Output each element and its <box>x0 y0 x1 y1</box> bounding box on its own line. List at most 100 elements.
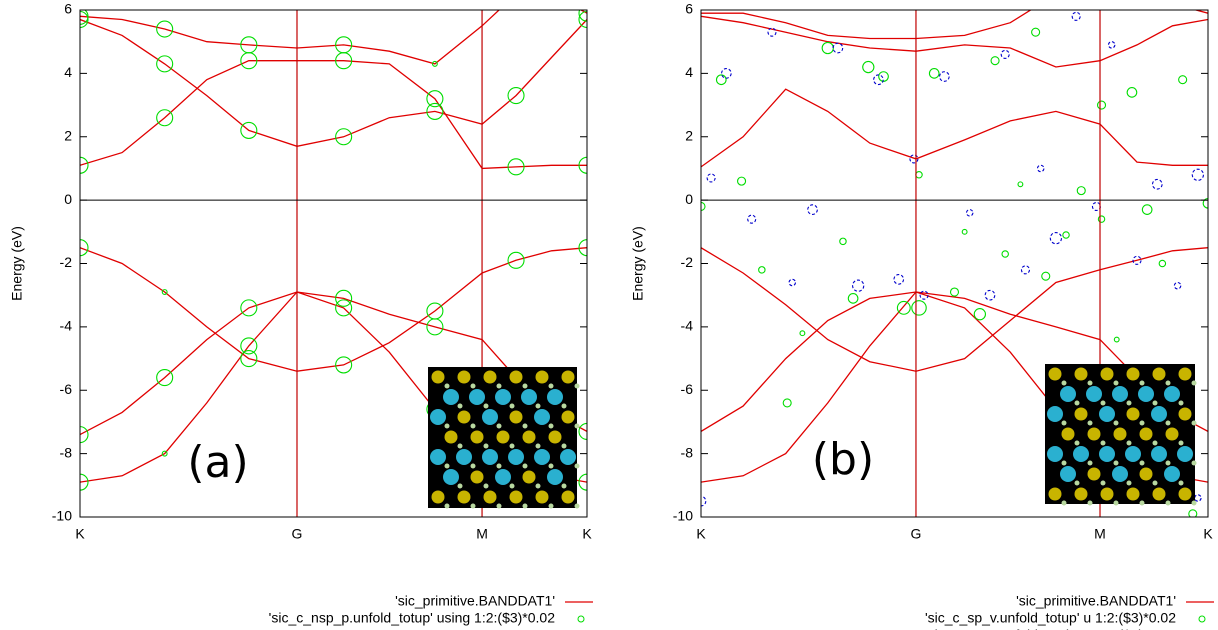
weight-point <box>893 273 905 285</box>
weight-point <box>578 473 587 491</box>
weight-point <box>1091 201 1102 212</box>
weight-point <box>862 60 875 74</box>
inset-atom <box>1061 500 1067 506</box>
weight-point <box>1076 186 1086 196</box>
weight-point <box>1096 100 1107 110</box>
inset-atom <box>1113 420 1119 426</box>
inset-atom <box>534 409 550 425</box>
inset-atom <box>430 409 446 425</box>
panel-annotation: (b) <box>812 434 874 485</box>
weight-point <box>911 300 927 316</box>
weight-point <box>990 56 1000 66</box>
inset-atom <box>470 503 476 509</box>
inset-atom <box>444 423 450 429</box>
legend-label: 'sic_c_nsp_p.unfold_totup' using 1:2:($3… <box>269 610 556 626</box>
weight-point <box>915 171 923 179</box>
inset-atom <box>483 370 497 384</box>
inset-atom <box>1139 500 1145 506</box>
inset-atom <box>574 463 580 469</box>
weight-point <box>847 293 859 304</box>
weight-point <box>161 450 168 457</box>
weight-point <box>431 60 438 67</box>
weight-point <box>80 473 89 491</box>
inset-atom <box>1178 407 1192 421</box>
inset-atom <box>1113 460 1119 466</box>
inset-atom <box>1100 480 1106 486</box>
inset-atom <box>496 430 510 444</box>
inset-atom <box>431 490 445 504</box>
inset-atom <box>561 370 575 384</box>
weight-point <box>508 0 524 2</box>
inset-atom <box>1048 487 1062 501</box>
weight-point <box>80 10 89 29</box>
inset-atom <box>457 490 471 504</box>
inset-atom <box>1178 367 1192 381</box>
weight-point <box>1001 250 1009 258</box>
band-line <box>701 15 1208 68</box>
inset-atom <box>1099 446 1115 462</box>
inset-atom <box>548 383 554 389</box>
weight-point <box>1020 265 1031 275</box>
inset-atom <box>496 423 502 429</box>
inset-atom <box>1139 420 1145 426</box>
weight-point <box>1113 336 1120 343</box>
weight-point <box>335 128 353 146</box>
inset-atom <box>574 383 580 389</box>
y-tick-label: 2 <box>64 127 72 143</box>
inset-atom <box>1061 460 1067 466</box>
weight-point <box>1194 494 1202 502</box>
inset-atom <box>1139 467 1153 481</box>
inset-atom <box>1112 386 1128 402</box>
inset-atom <box>521 389 537 405</box>
weight-point <box>507 158 525 176</box>
inset-atom <box>1191 420 1197 426</box>
inset-atom <box>1191 500 1197 506</box>
inset-atom <box>509 483 515 489</box>
inset-atom <box>1060 386 1076 402</box>
inset-atom <box>470 383 476 389</box>
inset-atom <box>1191 380 1197 386</box>
inset-atom <box>1152 400 1158 406</box>
y-tick-label: -10 <box>52 508 72 524</box>
y-tick-label: -8 <box>681 444 694 460</box>
weight-point <box>939 71 950 82</box>
weight-point <box>578 10 587 29</box>
inset-atom <box>457 483 463 489</box>
weight-point <box>335 356 353 374</box>
inset-atom <box>1047 446 1063 462</box>
inset-atom <box>522 423 528 429</box>
weight-point <box>156 369 174 387</box>
weight-point <box>973 308 986 321</box>
inset-atom <box>535 483 541 489</box>
inset-atom <box>470 423 476 429</box>
weight-point <box>335 289 353 307</box>
band-line <box>80 10 587 65</box>
inset-atom <box>547 469 563 485</box>
weight-point <box>240 36 258 54</box>
weight-point <box>896 300 911 315</box>
inset-atom <box>509 443 515 449</box>
inset-atom <box>1126 367 1140 381</box>
inset-atom <box>1113 500 1119 506</box>
x-tick-label: K <box>696 526 706 542</box>
plot-border <box>79 9 588 518</box>
inset-atom <box>469 389 485 405</box>
inset-atom <box>1100 487 1114 501</box>
inset-atom <box>495 389 511 405</box>
inset-atom <box>574 503 580 509</box>
weight-point <box>156 20 174 38</box>
inset-atom <box>1086 386 1102 402</box>
inset-atom <box>1113 427 1127 441</box>
weight-point <box>80 239 89 257</box>
inset-atom <box>482 409 498 425</box>
inset-atom <box>443 469 459 485</box>
inset-atom <box>1074 480 1080 486</box>
inset-atom <box>1165 460 1171 466</box>
y-axis-label: Energy (eV) <box>630 226 646 301</box>
weight-point <box>1000 49 1010 59</box>
weight-point <box>1132 255 1142 265</box>
inset-atom <box>1165 420 1171 426</box>
inset-atom <box>561 410 575 424</box>
weight-point <box>737 176 747 186</box>
